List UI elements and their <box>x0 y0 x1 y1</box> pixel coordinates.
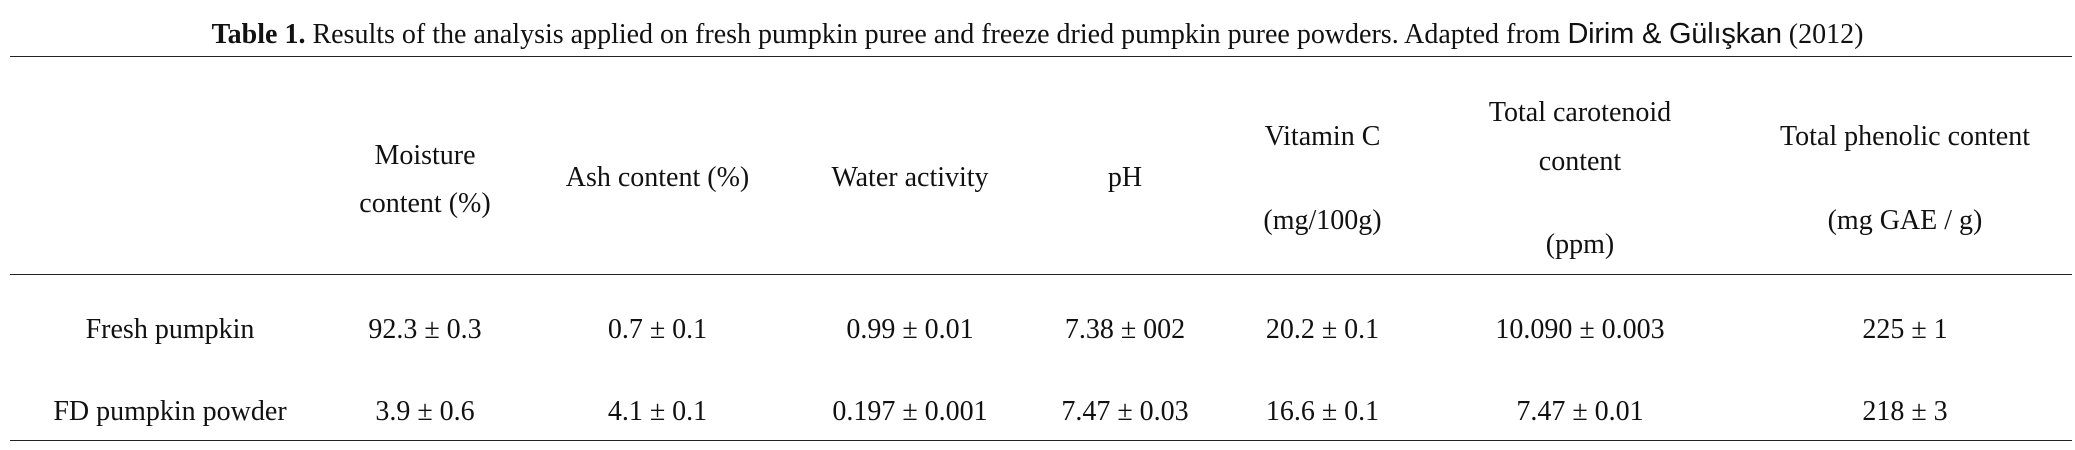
caption-year: (2012) <box>1781 19 1864 50</box>
table-cell: 92.3 ± 0.3 <box>368 314 482 345</box>
table-cell: 7.47 ± 0.01 <box>1516 396 1644 427</box>
table-bottom-rule <box>10 440 2072 441</box>
header-vitamin-c: Vitamin C <box>1264 121 1381 152</box>
row-label-fresh-pumpkin: Fresh pumpkin <box>85 314 255 345</box>
caption-citation: Dirim & Gülışkan <box>1567 18 1782 50</box>
header-total-carotenoid-line2: content <box>1538 146 1622 177</box>
table-header-rule <box>10 274 2072 275</box>
header-moisture-content: Moisture content (%) <box>330 130 520 230</box>
header-line: content (%) <box>359 188 491 219</box>
table-caption: Table 1. Results of the analysis applied… <box>0 14 2075 55</box>
table-cell: 4.1 ± 0.1 <box>607 396 708 427</box>
header-vitamin-c-unit: (mg/100g) <box>1263 205 1382 236</box>
caption-text: Results of the analysis applied on fresh… <box>305 19 1568 50</box>
table-cell: 225 ± 1 <box>1862 314 1948 345</box>
header-line: Moisture <box>374 140 476 171</box>
row-label-fd-pumpkin-powder: FD pumpkin powder <box>53 396 287 427</box>
caption-label: Table 1. <box>211 19 306 50</box>
table-cell: 0.197 ± 0.001 <box>832 396 988 427</box>
table-cell: 7.47 ± 0.03 <box>1061 396 1189 427</box>
table-cell: 16.6 ± 0.1 <box>1265 396 1380 427</box>
table-cell: 0.99 ± 0.01 <box>846 314 974 345</box>
header-total-carotenoid: Total carotenoid <box>1488 97 1672 128</box>
table-cell: 10.090 ± 0.003 <box>1495 314 1665 345</box>
header-total-phenolic: Total phenolic content <box>1780 121 2030 152</box>
table-cell: 3.9 ± 0.6 <box>375 396 475 427</box>
table-cell: 0.7 ± 0.1 <box>607 314 708 345</box>
table-cell: 218 ± 3 <box>1862 396 1948 427</box>
table-top-rule <box>10 56 2072 57</box>
header-total-carotenoid-unit: (ppm) <box>1545 229 1615 260</box>
table-cell: 7.38 ± 002 <box>1064 314 1186 345</box>
table-cell: 20.2 ± 0.1 <box>1265 314 1380 345</box>
header-total-phenolic-unit: (mg GAE / g) <box>1827 205 1983 236</box>
header-ph: pH <box>1107 162 1143 193</box>
header-ash-content: Ash content (%) <box>565 162 750 193</box>
header-water-activity: Water activity <box>831 162 989 193</box>
